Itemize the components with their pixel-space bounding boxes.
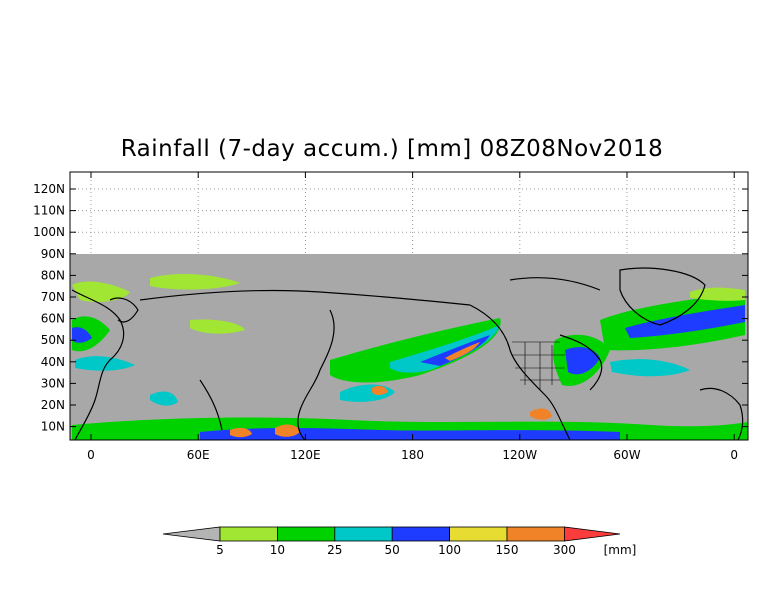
lat-label: 80N	[41, 268, 65, 282]
precip-core-pacific	[420, 335, 490, 366]
lat-label: 100N	[33, 225, 65, 239]
lat-label: 60N	[41, 312, 65, 326]
map-title: Rainfall (7-day accum.) [mm] 08Z08Nov201…	[120, 136, 664, 162]
lat-label: 40N	[41, 355, 65, 369]
coastline-arctic-canada	[509, 277, 601, 291]
lon-label: 60E	[187, 448, 210, 462]
map-plot-area	[69, 171, 749, 441]
map-frame	[69, 171, 749, 441]
lat-label: 30N	[41, 376, 65, 390]
colorbar-bin	[449, 526, 508, 542]
precip-band-mediterranean	[75, 356, 135, 371]
coastline-scandinavia	[109, 297, 139, 323]
colorbar-label: 25	[327, 543, 342, 557]
precip-band-arctic-atlantic	[690, 287, 745, 301]
colorbar-bin	[219, 526, 278, 542]
coastline-north-asia	[139, 289, 471, 306]
colorbar-label: 50	[385, 543, 400, 557]
longitude-axis: 0 60E 120E 180 120W 60W 0	[87, 172, 738, 462]
lat-label: 70N	[41, 290, 65, 304]
lat-label: 90N	[41, 247, 65, 261]
precip-peak-tropics-a	[230, 427, 252, 438]
colorbar-label: 150	[496, 543, 519, 557]
colorbar-low-arrow	[162, 526, 221, 542]
precip-peak-pacific	[445, 342, 480, 361]
precip-core-central-pacific	[372, 385, 388, 395]
coastline-east-asia	[297, 309, 335, 441]
lat-label: 110N	[33, 204, 65, 218]
precip-band-pacific-inner	[390, 325, 500, 373]
precip-band-south-asia	[150, 391, 178, 406]
precip-core-eastern-us	[565, 347, 600, 375]
precip-peak-tropics-c	[530, 408, 552, 420]
colorbar-label: 100	[438, 543, 461, 557]
lon-label: 180	[401, 448, 424, 462]
graticule	[70, 172, 748, 254]
coastline-india	[199, 379, 223, 431]
precip-core-north-atlantic	[625, 305, 745, 338]
precip-band-atlantic-south	[610, 359, 690, 377]
precip-band-pacific-main	[330, 318, 501, 383]
latitude-axis: 120N 110N 100N 90N 80N 70N 60N 50N 40N 30N 20N 10N	[33, 182, 748, 434]
lon-label: 0	[730, 448, 738, 462]
precip-peak-tropics-b	[275, 424, 300, 437]
precip-band-arctic-europe	[150, 273, 240, 290]
lat-label: 120N	[33, 182, 65, 196]
coastline-east-north-america	[559, 334, 603, 391]
colorbar: 5 10 25 50 100 150 300 [mm]	[162, 526, 637, 557]
lon-label: 120E	[290, 448, 321, 462]
colorbar-label: 10	[270, 543, 285, 557]
coastlines	[71, 267, 744, 441]
colorbar-bin	[391, 526, 451, 542]
us-border-lines	[512, 341, 565, 390]
colorbar-high-arrow	[564, 526, 621, 542]
precip-core-europe	[72, 327, 92, 343]
precipitation-field	[72, 273, 748, 440]
coastline-north-america	[469, 304, 571, 441]
lat-label: 10N	[41, 420, 65, 434]
colorbar-bin	[506, 526, 565, 542]
coastline-west-africa	[699, 387, 744, 441]
coastline-europe-africa	[71, 289, 125, 441]
colorbar-bin	[334, 526, 393, 542]
lat-label: 50N	[41, 333, 65, 347]
coastline-greenland	[619, 267, 706, 326]
us-state-borders	[512, 341, 565, 390]
empty-upper-region	[70, 172, 748, 254]
colorbar-unit: [mm]	[604, 543, 637, 557]
lon-label: 0	[87, 448, 95, 462]
lat-label: 20N	[41, 398, 65, 412]
lon-label: 120W	[502, 448, 537, 462]
colorbar-bin	[276, 526, 336, 542]
lon-label: 60W	[613, 448, 640, 462]
precip-band-asia-mid	[190, 319, 245, 334]
colorbar-label: 300	[553, 543, 576, 557]
colorbar-label: 5	[216, 543, 224, 557]
